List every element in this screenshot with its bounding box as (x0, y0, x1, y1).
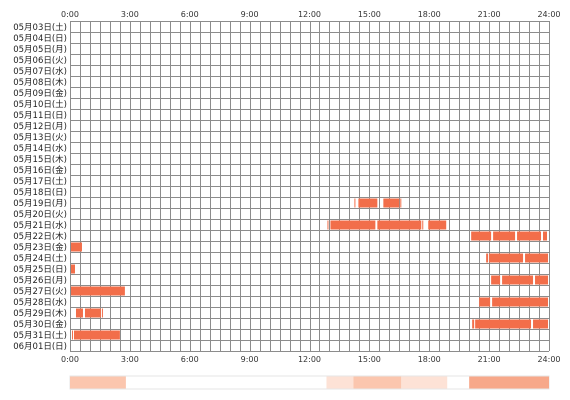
summary-band (401, 376, 448, 389)
activity-bar (73, 330, 120, 340)
activity-bar (535, 275, 549, 285)
x-tick-label-top: 12:00 (298, 10, 321, 19)
day-label: 05月25日(日) (13, 265, 67, 275)
day-label: 05月15日(木) (13, 154, 67, 165)
x-tick-label-top: 0:00 (61, 10, 79, 19)
x-tick-label-bottom: 15:00 (358, 355, 381, 364)
day-label: 05月04日(日) (13, 34, 67, 44)
day-label: 05月14日(水) (13, 143, 67, 154)
day-label: 05月31日(土) (13, 330, 67, 341)
day-label: 05月24日(土) (13, 253, 67, 264)
x-tick-label-bottom: 9:00 (241, 355, 259, 364)
x-tick-label-top: 15:00 (358, 10, 381, 19)
day-label: 05月27日(火) (13, 287, 67, 297)
day-label: 05月06日(火) (13, 56, 67, 66)
activity-bar (486, 253, 489, 263)
summary-band (70, 376, 126, 389)
day-label: 05月11日(日) (13, 111, 67, 121)
x-tick-label-top: 21:00 (478, 10, 501, 19)
day-label: 06月01日(日) (13, 342, 67, 352)
activity-bar (327, 220, 329, 230)
x-tick-label-top: 6:00 (181, 10, 199, 19)
day-label: 05月05日(月) (13, 45, 67, 55)
x-tick-label-bottom: 3:00 (121, 355, 139, 364)
summary-band (469, 376, 549, 389)
summary-band (326, 376, 354, 389)
day-label: 05月19日(月) (13, 199, 67, 209)
activity-bar (330, 220, 376, 230)
day-label: 05月09日(金) (13, 88, 67, 99)
day-label: 05月17日(土) (13, 176, 67, 187)
activity-bar (71, 330, 73, 340)
activity-bar (354, 198, 356, 208)
day-label: 05月26日(月) (13, 276, 67, 286)
day-label: 05月18日(日) (13, 188, 67, 198)
activity-bar (400, 198, 402, 208)
day-label: 05月12日(月) (13, 122, 67, 132)
day-label: 05月21日(水) (13, 220, 67, 231)
day-label: 05月03日(土) (13, 22, 67, 33)
activity-bar (84, 308, 101, 318)
day-label: 05月28日(水) (13, 297, 67, 308)
x-tick-label-bottom: 0:00 (61, 355, 79, 364)
x-tick-label-bottom: 24:00 (537, 355, 560, 364)
day-label: 05月30日(金) (13, 319, 67, 330)
activity-bar (492, 297, 549, 307)
summary-band (353, 376, 402, 389)
activity-bar (472, 319, 475, 329)
day-label: 05月16日(金) (13, 165, 67, 176)
activity-bar (479, 297, 491, 307)
activity-bar (70, 264, 75, 274)
activity-bar (491, 275, 501, 285)
activity-bar (358, 198, 378, 208)
activity-bar (493, 231, 516, 241)
day-label: 05月23日(金) (13, 242, 67, 253)
activity-bar (533, 319, 549, 329)
activity-bar (489, 253, 524, 263)
activity-bar (75, 308, 83, 318)
day-label: 05月10日(土) (13, 99, 67, 110)
activity-bar (422, 220, 424, 230)
activity-bar (543, 231, 548, 241)
x-tick-label-bottom: 12:00 (298, 355, 321, 364)
day-label: 05月22日(木) (13, 231, 67, 242)
activity-bar (517, 231, 542, 241)
day-label: 05月29日(木) (13, 308, 67, 319)
x-tick-label-bottom: 18:00 (418, 355, 441, 364)
x-tick-label-top: 9:00 (241, 10, 259, 19)
x-tick-label-bottom: 6:00 (181, 355, 199, 364)
activity-bar (101, 308, 103, 318)
activity-bar (377, 220, 422, 230)
x-tick-label-top: 18:00 (418, 10, 441, 19)
x-tick-label-bottom: 21:00 (478, 355, 501, 364)
activity-bar (70, 286, 125, 296)
activity-bar (428, 220, 447, 230)
activity-bar (475, 319, 532, 329)
day-label: 05月08日(木) (13, 77, 67, 88)
activity-bar (70, 242, 82, 252)
day-label: 05月20日(火) (13, 210, 67, 220)
x-tick-label-top: 24:00 (537, 10, 560, 19)
day-label: 05月07日(水) (13, 66, 67, 77)
activity-bar (502, 275, 534, 285)
activity-bar (525, 253, 549, 263)
x-tick-label-top: 3:00 (121, 10, 139, 19)
activity-bar (383, 198, 400, 208)
day-label: 05月13日(火) (13, 133, 67, 143)
activity-bar (471, 231, 492, 241)
